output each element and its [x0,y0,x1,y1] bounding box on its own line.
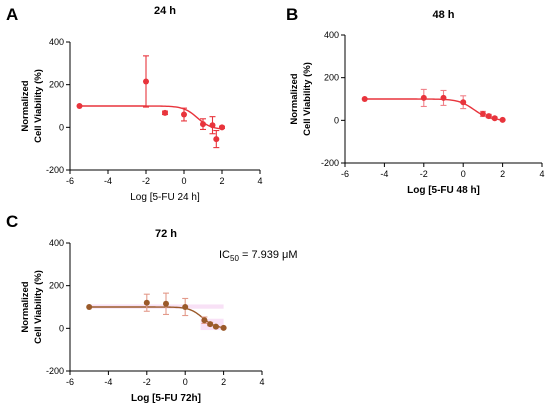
panel-b: B 48 h -6 -4 -2 0 2 4 -200 0 200 400 Log [5-FU 48 h]… [286,5,545,196]
panel-title: 72 h [155,228,177,240]
data-point [485,113,492,120]
data-point [213,136,220,143]
data-point [212,323,219,330]
y-tick-label: 400 [49,238,64,248]
data-point [219,124,225,131]
x-axis-title: Log [5-FU 72h] [131,393,201,404]
y-tick-label: 200 [324,73,339,83]
data-point [220,324,227,331]
y-axis-title: Normalized [20,281,31,332]
y-axis-title-line-2: Cell Viability (%) [33,270,44,344]
x-tick-label: -6 [66,176,74,186]
data-point [86,304,93,310]
y-tick-label: -200 [321,158,339,168]
panel-c: C 72 h -6 -4 -2 0 2 4 -200 0 200 400 Log [5-FU 72h] N… [6,212,298,404]
y-tick-label: 400 [49,37,64,47]
x-tick-label: 0 [461,169,466,179]
data-point [491,115,498,122]
y-axis-title-line-2: Cell Viability (%) [33,69,44,143]
data-point [76,103,83,109]
data-point [460,99,467,106]
panel-title: 24 h [154,5,176,17]
y-tick-label: 200 [49,80,64,90]
panel-letter: A [6,5,18,24]
data-point [420,94,427,101]
x-tick-label: 2 [219,176,224,186]
y-axis-title: Normalized [20,80,31,131]
y-tick-label: 200 [49,281,64,291]
x-tick-label: -2 [142,176,150,186]
ic50-value: = 7.939 μM [239,249,298,261]
x-tick-label: -4 [380,169,388,179]
ic50-prefix: IC [219,249,230,261]
x-tick-label: 2 [221,377,226,387]
y-tick-label: -200 [46,366,64,376]
data-point [440,94,447,101]
data-point [181,111,187,118]
x-tick-label: -6 [341,169,349,179]
y-axis-title-line-2: Cell Viability (%) [302,62,313,136]
y-tick-label: 0 [59,323,64,333]
ic50-subscript: 50 [230,254,239,263]
x-tick-label: 4 [259,377,264,387]
data-point [361,96,368,102]
panel-letter: B [286,5,298,24]
x-tick-label: 4 [257,176,262,186]
x-tick-label: 2 [500,169,505,179]
fit-curve [364,98,503,121]
data-point [143,78,149,85]
x-tick-label: 4 [539,169,544,179]
x-axis-title: Log [5-FU 48 h] [407,185,480,196]
data-point [182,304,189,310]
x-tick-label: -4 [104,377,112,387]
x-axis-title: Log [5-FU 24 h] [130,192,200,203]
data-point [201,317,208,324]
data-point [200,121,206,128]
data-point [207,321,214,328]
y-axis-title: Normalized [289,73,300,124]
x-tick-label: 0 [183,377,188,387]
data-point [162,109,168,116]
panel-title: 48 h [432,9,454,21]
y-tick-label: 0 [59,122,64,132]
x-tick-label: 0 [181,176,186,186]
ic50-annotation: IC50 = 7.939 μM [219,249,298,263]
y-tick-label: -200 [46,165,64,175]
data-point [163,300,169,307]
x-tick-label: -6 [66,377,74,387]
panel-letter: C [6,212,18,231]
y-tick-label: 0 [334,115,339,125]
data-point [499,116,506,123]
x-tick-label: -2 [420,169,428,179]
y-tick-label: 400 [324,30,339,40]
fit-curve [79,105,223,130]
x-tick-label: -4 [104,176,112,186]
data-point [209,122,216,129]
data-point [479,110,486,117]
data-point [143,299,150,306]
panel-a: A 24 h -6 -4 -2 0 2 4 -200 0 200 400 Log [5-FU 24 h]… [6,5,263,203]
fit-curve [89,306,224,329]
x-tick-label: -2 [143,377,151,387]
